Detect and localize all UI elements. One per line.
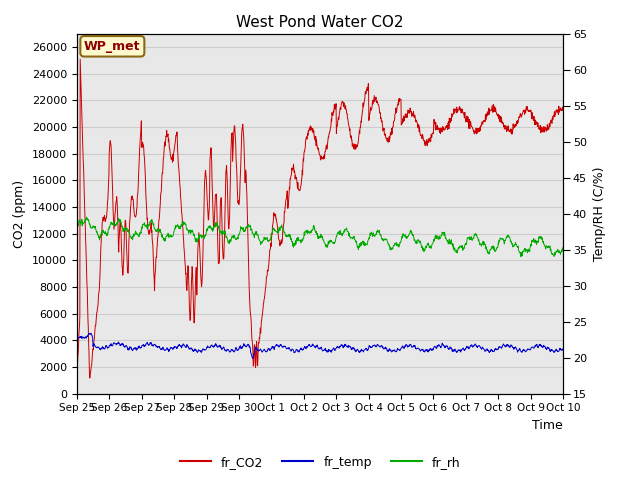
Title: West Pond Water CO2: West Pond Water CO2: [236, 15, 404, 30]
Text: WP_met: WP_met: [84, 40, 141, 53]
X-axis label: Time: Time: [532, 419, 563, 432]
Y-axis label: Temp/RH (C/%): Temp/RH (C/%): [593, 167, 605, 261]
Y-axis label: CO2 (ppm): CO2 (ppm): [13, 180, 26, 248]
Legend: fr_CO2, fr_temp, fr_rh: fr_CO2, fr_temp, fr_rh: [175, 451, 465, 474]
